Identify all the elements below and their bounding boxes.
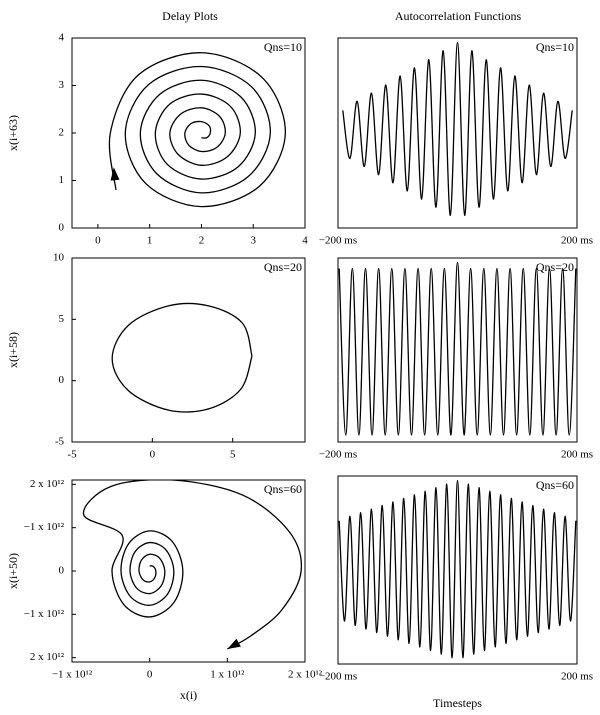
data-line bbox=[342, 41, 573, 216]
column-heading: Delay Plots bbox=[162, 9, 218, 23]
x-tick-label: 0 bbox=[95, 235, 101, 247]
data-line bbox=[82, 480, 303, 650]
x-tick-label: −200 ms bbox=[319, 671, 357, 683]
x-tick-label: 1 x 10¹² bbox=[210, 669, 245, 681]
y-tick-label: 2 x 10¹² bbox=[30, 651, 65, 663]
y-tick-label: 1 bbox=[59, 174, 65, 186]
y-tick-label: 2 x 10¹² bbox=[30, 478, 65, 490]
plot-frame bbox=[71, 257, 306, 443]
direction-arrow bbox=[110, 167, 120, 181]
y-axis-label: x(i+50) bbox=[6, 553, 20, 589]
x-tick-label: 200 ms bbox=[561, 671, 593, 683]
y-tick-label: 4 bbox=[59, 32, 65, 44]
panel-annotation: Qns=20 bbox=[536, 260, 574, 274]
x-tick-label: 0 bbox=[147, 669, 153, 681]
x-axis-label: Timesteps bbox=[433, 696, 482, 710]
y-tick-label: 0 bbox=[59, 374, 65, 386]
panel-annotation: Qns=10 bbox=[264, 40, 302, 54]
plot-frame bbox=[337, 257, 578, 443]
x-tick-label: 2 bbox=[199, 235, 205, 247]
y-tick-label: −1 x 10¹² bbox=[24, 521, 65, 533]
x-tick-label: -5 bbox=[67, 449, 77, 461]
data-line bbox=[338, 261, 577, 436]
y-tick-label: 3 bbox=[59, 79, 65, 91]
x-tick-label: 0 bbox=[150, 449, 156, 461]
y-tick-label: 5 bbox=[59, 313, 65, 325]
direction-arrow bbox=[227, 638, 241, 649]
plot-frame bbox=[337, 37, 578, 229]
panel-annotation: Qns=10 bbox=[536, 40, 574, 54]
x-tick-label: 3 bbox=[250, 235, 256, 247]
column-heading: Autocorrelation Functions bbox=[395, 9, 522, 23]
y-tick-label: −1 x 10¹² bbox=[24, 608, 65, 620]
panel-annotation: Qns=60 bbox=[264, 482, 302, 496]
x-tick-label: 1 bbox=[147, 235, 153, 247]
plot-frame bbox=[337, 475, 578, 665]
data-line bbox=[338, 479, 577, 659]
x-tick-label: 4 bbox=[302, 235, 308, 247]
x-tick-label: −1 x 10¹² bbox=[52, 669, 93, 681]
x-tick-label: −200 ms bbox=[319, 235, 357, 247]
x-axis-label: x(i) bbox=[180, 688, 197, 702]
y-tick-label: 10 bbox=[53, 252, 65, 264]
y-tick-label: 0 bbox=[59, 565, 65, 577]
panel-annotation: Qns=20 bbox=[264, 260, 302, 274]
y-tick-label: 0 bbox=[59, 222, 65, 234]
y-tick-label: -5 bbox=[55, 436, 65, 448]
plot-frame bbox=[71, 479, 306, 663]
x-tick-label: 200 ms bbox=[561, 235, 593, 247]
data-line bbox=[108, 52, 286, 208]
y-axis-label: x(i+63) bbox=[6, 115, 20, 151]
panel-annotation: Qns=60 bbox=[536, 478, 574, 492]
y-tick-label: 2 bbox=[59, 127, 65, 139]
data-line bbox=[111, 302, 253, 413]
x-tick-label: 2 x 10¹² bbox=[288, 669, 323, 681]
x-tick-label: −200 ms bbox=[319, 449, 357, 461]
x-tick-label: 5 bbox=[230, 449, 236, 461]
y-axis-label: x(i+58) bbox=[6, 332, 20, 368]
x-tick-label: 200 ms bbox=[561, 449, 593, 461]
